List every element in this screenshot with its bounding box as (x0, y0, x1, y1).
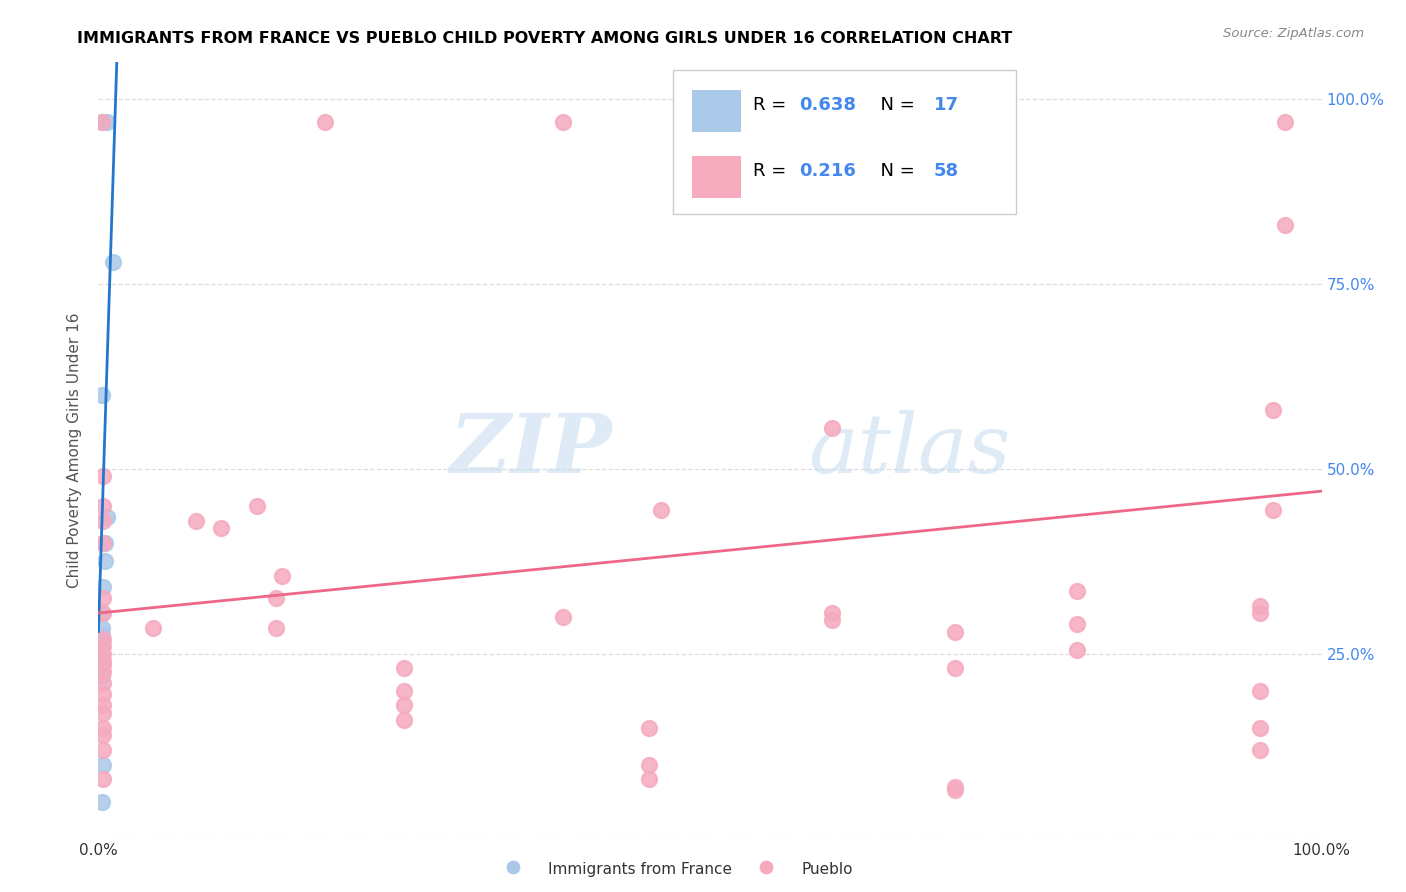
Text: 0.638: 0.638 (800, 96, 856, 114)
Point (91, 669, 114, 683)
Point (392, 661, 416, 675)
Point (91, 580, 114, 594)
Point (91, 469, 114, 483)
Point (553, 609, 575, 624)
Point (264, 591, 287, 606)
Point (91, 388, 114, 402)
Point (91, 698, 114, 713)
Text: R =: R = (752, 162, 792, 180)
Point (91, 114, 114, 128)
Text: atlas: atlas (808, 410, 1011, 491)
Point (91, 514, 114, 528)
Point (264, 621, 287, 635)
Text: 58: 58 (934, 162, 959, 180)
Point (93, 554, 115, 568)
Point (314, 114, 336, 128)
Text: IMMIGRANTS FROM FRANCE VS PUEBLO CHILD POVERTY AMONG GIRLS UNDER 16 CORRELATION : IMMIGRANTS FROM FRANCE VS PUEBLO CHILD P… (77, 31, 1012, 46)
Point (91, 632, 114, 646)
Point (755, 860, 778, 874)
Point (91, 728, 114, 742)
Point (1066, 617, 1088, 632)
Point (91, 640, 114, 654)
Point (1261, 402, 1284, 417)
Point (91, 536, 114, 550)
Text: R =: R = (752, 96, 792, 114)
Point (91, 635, 114, 649)
Point (101, 255, 124, 269)
Point (637, 772, 661, 787)
Point (637, 721, 661, 735)
Point (91, 647, 114, 661)
Point (943, 783, 966, 797)
Point (91, 621, 114, 635)
Point (91, 606, 114, 620)
Point (91, 499, 114, 513)
Point (246, 499, 269, 513)
Point (1274, 218, 1296, 232)
FancyBboxPatch shape (692, 89, 741, 132)
Point (1249, 721, 1271, 735)
Point (1249, 743, 1271, 757)
Text: Source: ZipAtlas.com: Source: ZipAtlas.com (1223, 27, 1364, 40)
Point (91, 706, 114, 720)
Point (502, 860, 524, 874)
FancyBboxPatch shape (673, 70, 1015, 214)
Point (943, 624, 966, 639)
Point (209, 521, 232, 535)
Point (943, 661, 966, 675)
Point (1249, 599, 1271, 613)
Point (270, 569, 294, 583)
Point (91, 654, 114, 668)
Point (91, 772, 114, 787)
Text: N =: N = (869, 162, 921, 180)
Point (1274, 114, 1296, 128)
Text: 17: 17 (934, 96, 959, 114)
Point (1261, 502, 1284, 516)
Point (1249, 606, 1271, 620)
Point (1249, 683, 1271, 698)
Point (96, 510, 118, 524)
Point (821, 614, 844, 628)
Point (91, 676, 114, 690)
Point (91, 640, 114, 654)
Point (91, 657, 114, 672)
FancyBboxPatch shape (692, 155, 741, 198)
Point (821, 606, 844, 620)
Point (637, 757, 661, 772)
Point (91, 721, 114, 735)
Point (91, 757, 114, 772)
Point (91, 687, 114, 701)
Point (1066, 643, 1088, 657)
Point (392, 698, 416, 713)
Point (186, 514, 208, 528)
Point (91, 665, 114, 680)
Point (392, 713, 416, 727)
Point (553, 114, 575, 128)
Text: 0.216: 0.216 (800, 162, 856, 180)
Point (91, 743, 114, 757)
Y-axis label: Child Poverty Among Girls Under 16: Child Poverty Among Girls Under 16 (67, 313, 83, 588)
Point (821, 421, 844, 435)
Point (91, 628, 114, 642)
Point (943, 780, 966, 794)
Point (91, 114, 114, 128)
Point (91, 606, 114, 620)
Point (650, 502, 672, 516)
Point (1066, 583, 1088, 598)
Text: Immigrants from France: Immigrants from France (548, 863, 733, 877)
Point (96, 114, 118, 128)
Point (392, 683, 416, 698)
Point (142, 621, 165, 635)
Text: ZIP: ZIP (450, 410, 612, 491)
Point (91, 795, 114, 809)
Text: N =: N = (869, 96, 921, 114)
Text: Pueblo: Pueblo (801, 863, 853, 877)
Point (93, 536, 115, 550)
Point (91, 591, 114, 606)
Point (91, 650, 114, 665)
